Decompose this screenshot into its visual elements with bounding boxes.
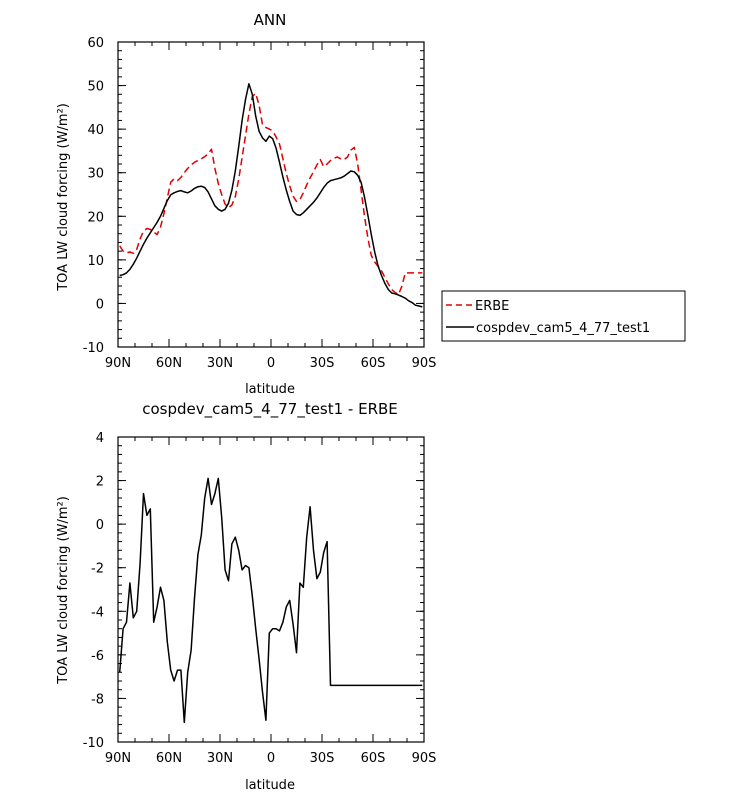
x-axis-label: latitude	[245, 382, 295, 397]
y-tick-label: -10	[83, 341, 104, 356]
difference-chart-panel: cospdev_cam5_4_77_test1 - ERBE 90N 60N 30N…	[56, 400, 436, 793]
legend-box	[441, 290, 686, 342]
x-tick-label: 60S	[361, 356, 386, 371]
chart-axes: 90N 60N 30N 0 30S 60S 90S -10 0 10 20 30 40 50 60	[83, 36, 437, 371]
y-tick-label: 2	[96, 475, 104, 490]
chart-series-layer	[119, 83, 423, 308]
series-line-erbe	[119, 92, 423, 296]
x-tick-label: 90S	[412, 356, 437, 371]
x-tick-label: 90N	[105, 751, 131, 766]
y-tick-label: -8	[91, 692, 104, 707]
legend-label-erbe: ERBE	[475, 299, 509, 314]
x-tick-label: 30N	[207, 356, 233, 371]
x-tick-label: 0	[267, 356, 275, 371]
x-tick-label: 90N	[105, 356, 131, 371]
plot-frame	[117, 436, 425, 743]
y-tick-label: 0	[96, 518, 104, 533]
y-tick-label: 60	[87, 36, 104, 51]
y-tick-label: -6	[91, 649, 104, 664]
x-tick-label: 60N	[156, 356, 182, 371]
chart-legend: ERBE cospdev_cam5_4_77_test1	[441, 290, 686, 342]
y-tick-label: 20	[87, 210, 104, 225]
y-tick-label: -4	[91, 605, 104, 620]
x-tick-label: 30S	[310, 356, 335, 371]
chart-title: cospdev_cam5_4_77_test1 - ERBE	[142, 400, 398, 419]
annual-chart-panel: ANN 90N 60N 30N 0 30S 60S 90S-100102030405060 …	[56, 11, 686, 397]
series-line-difference	[118, 477, 423, 724]
legend-label-model: cospdev_cam5_4_77_test1	[476, 321, 650, 336]
y-tick-label: -2	[91, 562, 104, 577]
y-tick-label: 0	[96, 297, 104, 312]
y-axis-label: TOA LW cloud forcing (W/m²)	[56, 103, 71, 292]
y-tick-label: 30	[87, 167, 104, 182]
x-tick-label: 90S	[412, 751, 437, 766]
y-tick-label: 10	[87, 254, 104, 269]
y-tick-label: 4	[96, 431, 104, 446]
series-line-cospdev-cam5-4-77-test1	[119, 83, 423, 308]
plot-frame	[117, 41, 425, 348]
y-tick-label: -10	[83, 736, 104, 751]
x-tick-label: 30S	[310, 751, 335, 766]
chart-series-layer	[118, 477, 423, 724]
x-axis-label: latitude	[245, 778, 295, 793]
y-tick-label: 40	[87, 123, 104, 138]
chart-axes: 90N 60N 30N 0 30S 60S 90S -10 -8 -6 -4 -2 0 2 4	[83, 431, 437, 766]
chart-title: ANN	[254, 11, 287, 29]
x-tick-label: 60S	[361, 751, 386, 766]
y-tick-label: 50	[87, 80, 104, 95]
y-axis-label: TOA LW cloud forcing (W/m²)	[56, 496, 71, 685]
x-tick-label: 30N	[207, 751, 233, 766]
x-tick-label: 60N	[156, 751, 182, 766]
x-tick-label: 0	[267, 751, 275, 766]
